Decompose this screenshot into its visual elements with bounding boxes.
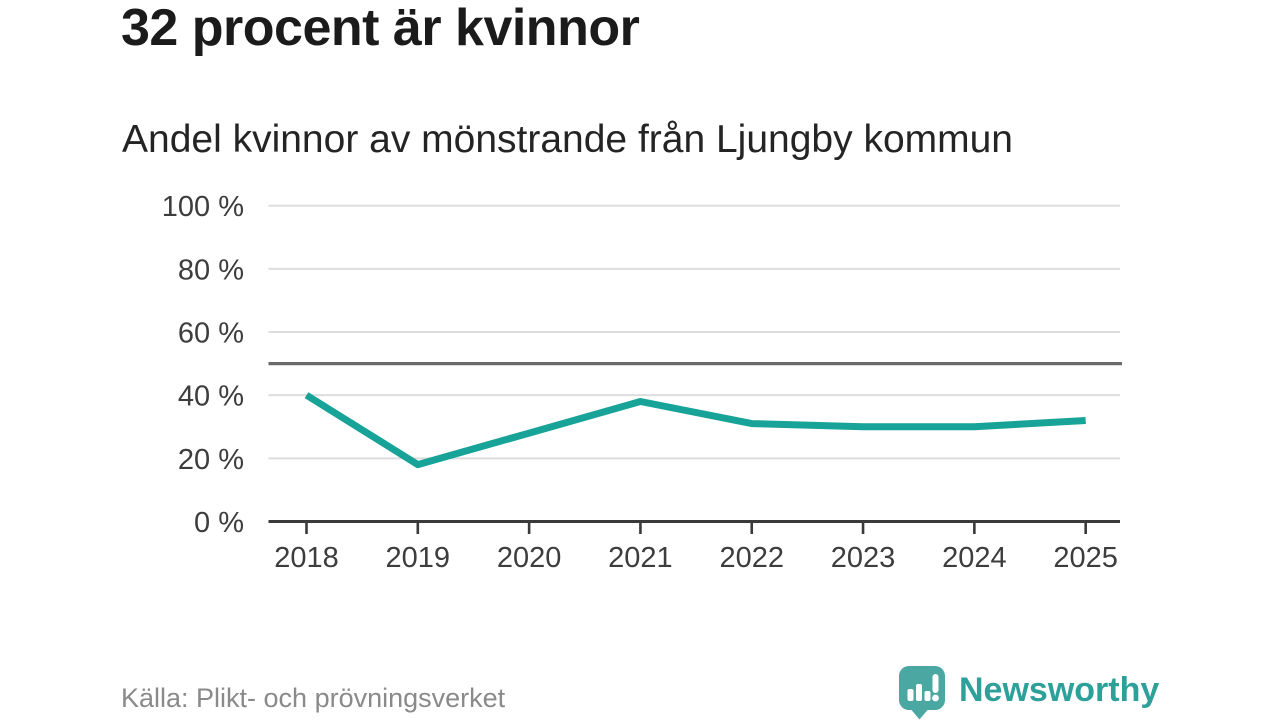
page-title: 32 procent är kvinnor (121, 0, 640, 57)
logo-exclamation-stem (932, 674, 939, 693)
data-line (304, 392, 1086, 469)
x-tick-label: 2020 (497, 542, 562, 574)
source-caption: Källa: Plikt- och prövningsverket (121, 683, 506, 713)
x-tick-label: 2024 (942, 542, 1007, 574)
y-tick-label: 100 % (162, 191, 244, 223)
x-tick-label: 2022 (719, 542, 784, 574)
logo-bars (907, 674, 939, 702)
newsworthy-logo-text: Newsworthy (959, 671, 1160, 709)
y-tick-label: 80 % (178, 254, 244, 286)
x-tick-label: 2018 (274, 542, 339, 574)
newsworthy-logo-icon (899, 666, 945, 720)
x-tick-label: 2023 (831, 542, 896, 574)
x-tick-label: 2019 (386, 542, 451, 574)
newsworthy-logo: Newsworthy (897, 665, 1159, 720)
y-tick-label: 20 % (178, 444, 244, 476)
y-tick-label: 40 % (178, 381, 244, 413)
y-tick-label: 60 % (178, 318, 244, 350)
chart-subtitle: Andel kvinnor av mönstrande från Ljungby… (122, 118, 1013, 161)
logo-exclamation-dot (932, 694, 939, 702)
y-tick-label: 0 % (194, 507, 244, 539)
x-tick-label: 2021 (608, 542, 673, 574)
x-tick-label: 2025 (1053, 542, 1118, 574)
